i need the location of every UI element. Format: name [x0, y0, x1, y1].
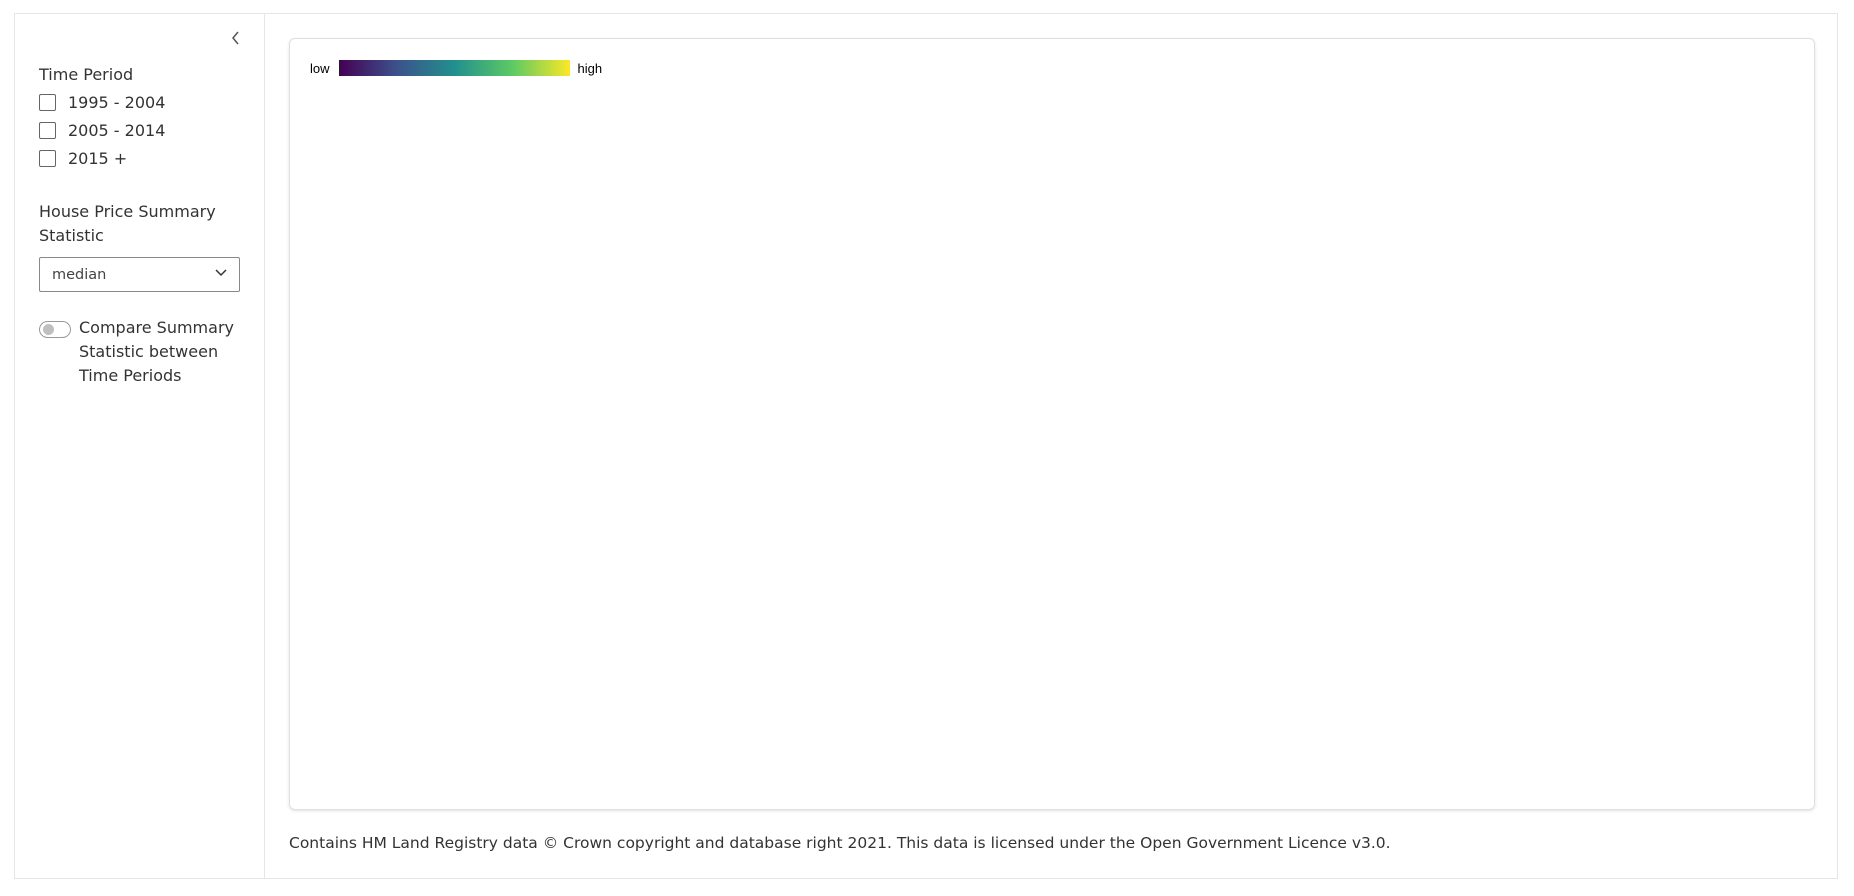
summary-statistic-selected-value: median — [52, 266, 107, 283]
time-period-label: Time Period — [39, 65, 134, 84]
toggle-knob — [43, 324, 54, 335]
legend-color-bar — [338, 60, 570, 76]
app-window: Time Period 1995 - 2004 2005 - 2014 2015… — [14, 13, 1838, 879]
checkbox-label: 2015 + — [68, 148, 128, 168]
checkbox-label: 1995 - 2004 — [68, 92, 166, 112]
sidebar-collapse-button[interactable] — [226, 28, 246, 48]
sidebar: Time Period 1995 - 2004 2005 - 2014 2015… — [15, 14, 265, 878]
chevron-left-icon — [232, 31, 239, 45]
time-period-option-2005-2014[interactable]: 2005 - 2014 — [39, 119, 165, 141]
checkbox[interactable] — [39, 93, 56, 111]
checkbox[interactable] — [39, 149, 56, 167]
summary-statistic-select[interactable]: median — [39, 257, 240, 292]
summary-statistic-label-line1: House Price Summary — [39, 202, 216, 221]
summary-statistic-label-line2: Statistic — [39, 226, 104, 245]
legend-high-label: high — [577, 60, 603, 76]
legend-low-label: low — [310, 60, 330, 76]
chevron-down-icon — [215, 269, 227, 277]
time-period-option-1995-2004[interactable]: 1995 - 2004 — [39, 91, 165, 113]
data-attribution: Contains HM Land Registry data © Crown c… — [289, 834, 1391, 852]
compare-toggle-switch[interactable] — [39, 321, 71, 338]
compare-toggle-label: Compare Summary Statistic between Time P… — [79, 318, 234, 385]
checkbox[interactable] — [39, 121, 56, 139]
map-container[interactable]: low high — [289, 38, 1815, 810]
map-legend: low high — [310, 60, 602, 76]
summary-statistic-label: House Price Summary Statistic — [39, 200, 216, 248]
time-period-option-2015-plus[interactable]: 2015 + — [39, 147, 127, 169]
checkbox-label: 2005 - 2014 — [68, 120, 166, 140]
